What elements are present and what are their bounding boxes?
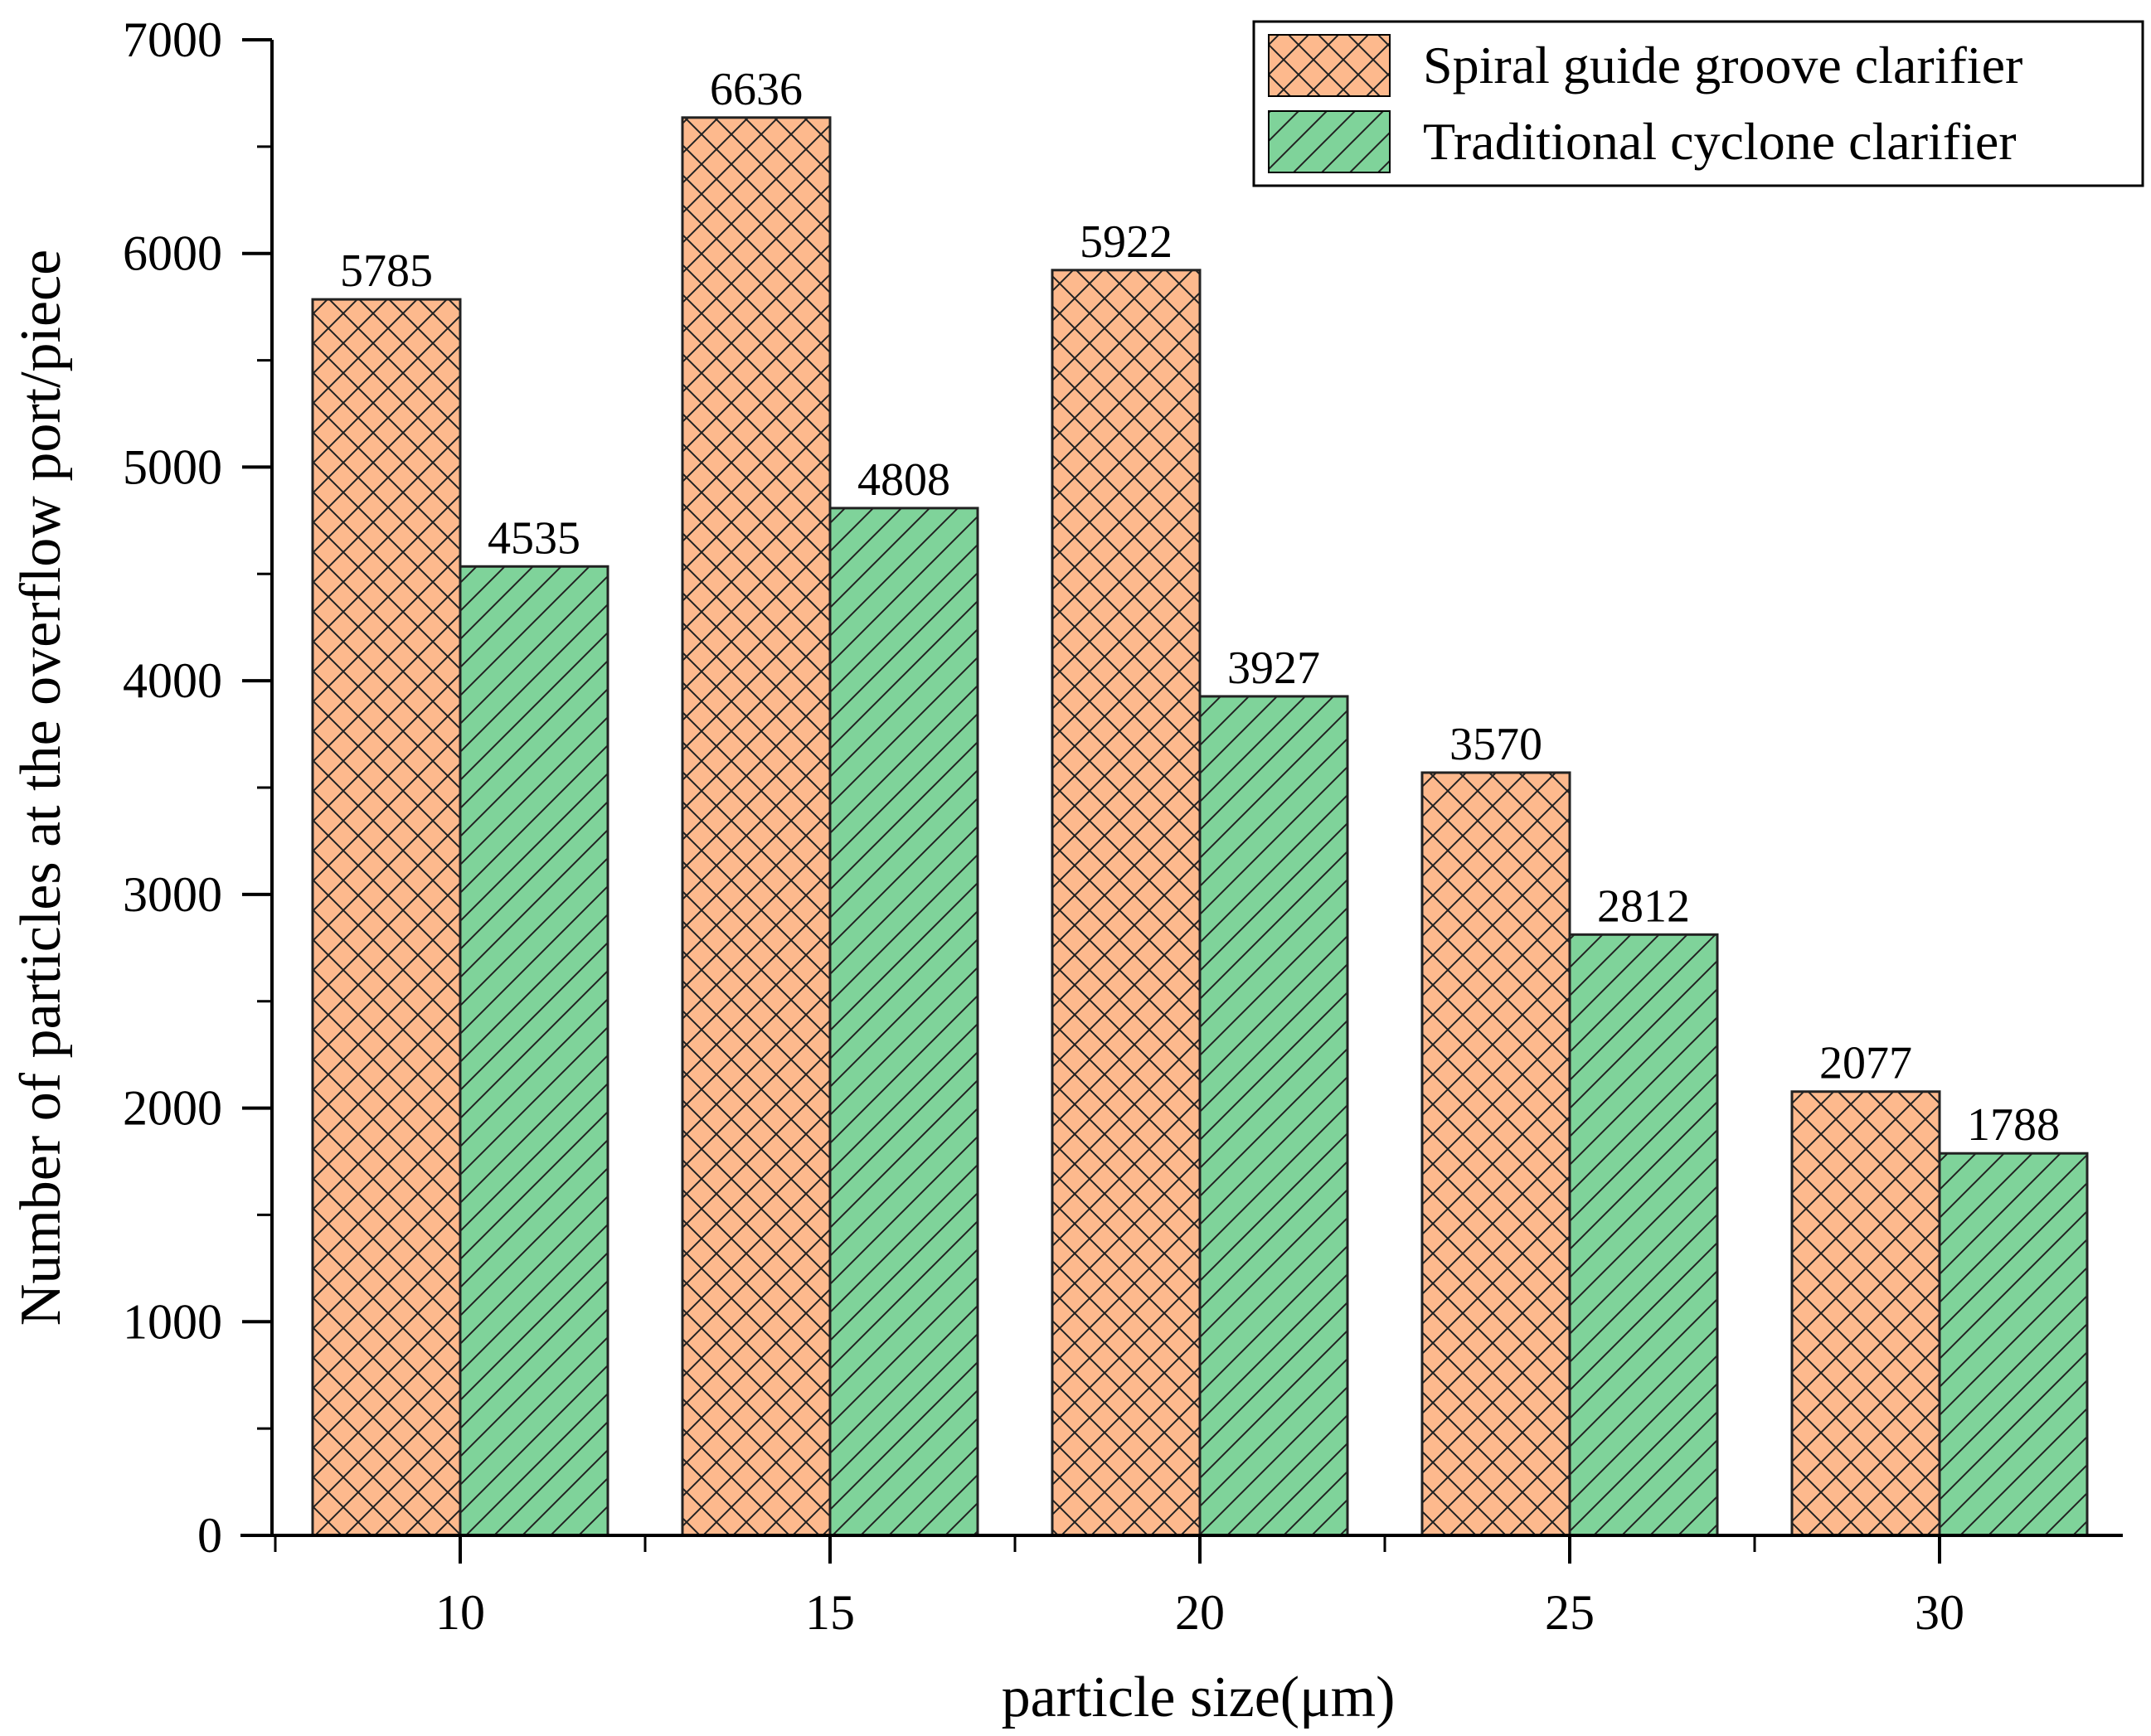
legend-swatch-spiral xyxy=(1268,34,1391,97)
x-tick-label-15: 15 xyxy=(805,1585,855,1640)
y-tick-label-5000: 5000 xyxy=(123,439,222,494)
value-label-s1-20: 3927 xyxy=(1227,643,1320,694)
legend-swatch-traditional xyxy=(1268,110,1391,173)
y-tick-label-6000: 6000 xyxy=(123,226,222,281)
legend-label-spiral: Spiral guide groove clarifier xyxy=(1423,36,2022,95)
x-tick-label-30: 30 xyxy=(1915,1585,1964,1640)
value-label-s1-15: 4808 xyxy=(857,454,950,506)
y-tick-label-1000: 1000 xyxy=(123,1294,222,1349)
y-ticks-group: 0 1000 2000 3000 4000 5000 6000 7000 xyxy=(123,12,272,1563)
y-tick-label-4000: 4000 xyxy=(123,653,222,708)
x-tick-label-25: 25 xyxy=(1545,1585,1595,1640)
legend-box xyxy=(1252,20,2144,187)
value-label-s0-10: 5785 xyxy=(340,245,433,297)
bar-s0-30 xyxy=(1790,1090,1941,1537)
value-label-s1-25: 2812 xyxy=(1597,880,1690,932)
legend-label-traditional: Traditional cyclone clarifier xyxy=(1423,112,2017,171)
x-ticks-group: 10 15 20 25 30 xyxy=(274,1535,1964,1640)
y-tick-label-2000: 2000 xyxy=(123,1081,222,1136)
value-label-s1-30: 1788 xyxy=(1967,1099,2060,1151)
x-axis-title: particle size(μm) xyxy=(1002,1666,1396,1729)
value-label-s0-25: 3570 xyxy=(1449,719,1542,770)
value-label-s1-10: 4535 xyxy=(488,512,580,564)
y-tick-label-7000: 7000 xyxy=(123,12,222,67)
bar-s1-15 xyxy=(828,507,979,1537)
y-tick-label-0: 0 xyxy=(197,1508,222,1563)
value-labels-group: 5785 4535 6636 4808 5922 3927 3570 2812 2077 1788 xyxy=(340,64,2060,1151)
bar-s1-20 xyxy=(1198,695,1349,1537)
y-tick-label-3000: 3000 xyxy=(123,867,222,922)
value-label-s0-15: 6636 xyxy=(710,64,803,115)
y-axis-title: Number of particles at the overflow port… xyxy=(9,250,73,1326)
legend: Spiral guide groove clarifier Traditiona… xyxy=(1252,20,2144,187)
bar-s0-20 xyxy=(1051,269,1202,1537)
x-tick-label-10: 10 xyxy=(435,1585,485,1640)
bar-s0-10 xyxy=(311,298,462,1537)
value-label-s0-30: 2077 xyxy=(1819,1038,1912,1089)
x-tick-label-20: 20 xyxy=(1175,1585,1225,1640)
bar-s1-30 xyxy=(1938,1152,2089,1537)
bar-s1-10 xyxy=(459,565,609,1537)
bar-s0-25 xyxy=(1420,771,1571,1537)
bar-s1-25 xyxy=(1568,933,1719,1537)
bars-group xyxy=(311,116,2089,1537)
bar-s0-15 xyxy=(681,116,832,1537)
value-label-s0-20: 5922 xyxy=(1080,216,1173,268)
